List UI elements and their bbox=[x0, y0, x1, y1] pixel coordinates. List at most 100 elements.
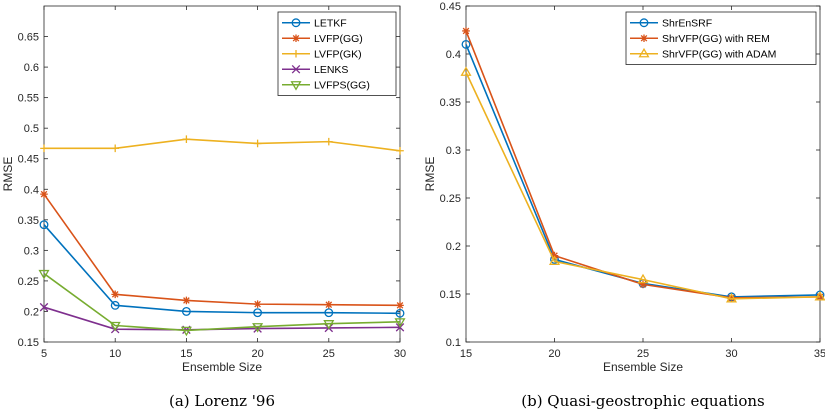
legend-label: LVFP(GG) bbox=[314, 33, 363, 45]
data-point bbox=[396, 301, 404, 310]
panel-lorenz96: 5 10 15 20 25 30 0.15 0.2 0.25 0.3 0.35 0.4 0.45 0.5 0… bbox=[1, 5, 406, 410]
legend-marker bbox=[638, 47, 650, 58]
data-point bbox=[325, 300, 333, 309]
data-point bbox=[110, 300, 120, 310]
x-axis-label: Ensemble Size bbox=[603, 360, 683, 374]
data-point bbox=[253, 300, 262, 308]
x-tick-label: 15 bbox=[180, 348, 192, 360]
legend: ShrEnSRF ShrVFP(GG) with REM ShrVFP(GG) wi… bbox=[625, 11, 817, 65]
x-tick-label: 20 bbox=[251, 348, 263, 360]
legend-marker bbox=[292, 49, 300, 58]
data-point bbox=[39, 302, 49, 312]
subfigure-caption: (a) Lorenz '96 bbox=[169, 392, 275, 410]
y-tick-label: 0.3 bbox=[24, 245, 39, 257]
x-tick-label: 25 bbox=[637, 348, 649, 360]
legend-marker bbox=[639, 18, 649, 28]
data-point bbox=[40, 144, 48, 153]
y-tick-label: 0.25 bbox=[18, 276, 39, 288]
y-tick-label: 0.45 bbox=[440, 1, 461, 13]
data-point bbox=[548, 255, 561, 266]
y-tick-label: 0.25 bbox=[440, 193, 461, 205]
legend-marker bbox=[291, 64, 301, 74]
data-point bbox=[39, 220, 49, 230]
y-tick-label: 0.45 bbox=[18, 154, 39, 166]
data-point bbox=[38, 269, 50, 280]
series-line bbox=[43, 193, 401, 307]
y-tick-label: 0.3 bbox=[446, 145, 461, 157]
series-line bbox=[44, 138, 401, 152]
x-tick-label: 30 bbox=[725, 348, 737, 360]
y-axis-label: RMSE bbox=[1, 157, 15, 192]
series-ShrVFP(GG) with ADAM bbox=[460, 66, 825, 303]
legend-label: LENKS bbox=[314, 64, 348, 76]
legend-label: ShrVFP(GG) with ADAM bbox=[662, 49, 776, 61]
series-line bbox=[43, 272, 401, 332]
data-point bbox=[252, 323, 264, 333]
series-line bbox=[465, 71, 821, 300]
series-LVFP(GK) bbox=[40, 135, 404, 155]
y-tick-label: 0.4 bbox=[24, 184, 39, 196]
data-point bbox=[182, 296, 191, 305]
x-tick-label: 20 bbox=[548, 348, 560, 360]
legend-label: LVFPS(GG) bbox=[314, 80, 370, 92]
data-point bbox=[109, 321, 121, 332]
x-tick-label: 10 bbox=[109, 348, 121, 360]
legend-label: ShrVFP(GG) with REM bbox=[662, 33, 770, 45]
series-LETKF bbox=[39, 220, 405, 318]
legend-label: LETKF bbox=[314, 18, 347, 30]
data-point bbox=[637, 273, 649, 284]
data-point bbox=[394, 318, 406, 328]
data-point bbox=[40, 190, 48, 198]
y-tick-label: 0.1 bbox=[446, 337, 461, 349]
series-LVFP(GG) bbox=[40, 190, 404, 310]
legend-marker bbox=[291, 18, 301, 28]
legend-label: ShrEnSRF bbox=[662, 18, 712, 30]
series-line bbox=[43, 224, 401, 315]
data-point bbox=[462, 27, 470, 35]
data-point bbox=[325, 137, 333, 146]
data-point bbox=[396, 146, 404, 155]
subfigure-caption: (b) Quasi-geostrophic equations bbox=[521, 392, 765, 410]
legend-marker bbox=[290, 81, 302, 91]
y-tick-label: 0.15 bbox=[18, 337, 39, 349]
x-tick-label: 25 bbox=[323, 348, 335, 360]
data-point bbox=[395, 308, 405, 318]
y-tick-label: 0.55 bbox=[18, 93, 39, 105]
data-point bbox=[111, 144, 119, 153]
y-tick-label: 0.65 bbox=[18, 32, 39, 44]
data-point bbox=[639, 280, 647, 289]
legend-marker bbox=[640, 34, 648, 43]
x-axis-label: Ensemble Size bbox=[182, 360, 262, 374]
y-tick-label: 0.35 bbox=[440, 97, 461, 109]
data-point bbox=[323, 320, 335, 330]
y-tick-label: 0.6 bbox=[24, 62, 39, 74]
data-point bbox=[725, 292, 738, 303]
series-LVFPS(GG) bbox=[38, 269, 406, 337]
legend-label: LVFP(GK) bbox=[314, 49, 362, 61]
x-tick-label: 30 bbox=[394, 348, 406, 360]
y-tick-label: 0.15 bbox=[440, 289, 461, 301]
legend-marker bbox=[292, 34, 300, 43]
y-tick-label: 0.4 bbox=[446, 49, 461, 61]
panel-quasi-geostrophic: 15 20 25 30 35 0.1 0.15 0.2 0.25 0.3 0.35 0.4 0.45 En… bbox=[423, 1, 825, 410]
y-axis-label: RMSE bbox=[423, 157, 437, 192]
data-point bbox=[180, 326, 192, 337]
data-point bbox=[111, 290, 119, 299]
x-tick-label: 35 bbox=[814, 348, 825, 360]
data-point bbox=[727, 294, 736, 302]
y-tick-label: 0.5 bbox=[24, 123, 39, 135]
x-tick-label: 15 bbox=[460, 348, 472, 360]
y-tick-label: 0.35 bbox=[18, 215, 39, 227]
data-point bbox=[182, 135, 191, 143]
legend: LETKF LVFP(GG) LVFP(GK) LENKS LVFPS(GG) bbox=[277, 11, 397, 96]
data-point bbox=[253, 139, 262, 148]
data-point bbox=[814, 290, 825, 301]
data-point bbox=[461, 39, 471, 49]
y-tick-label: 0.2 bbox=[24, 306, 39, 318]
data-point bbox=[181, 307, 191, 316]
data-point bbox=[253, 308, 263, 318]
y-tick-label: 0.2 bbox=[446, 241, 461, 253]
x-tick-label: 5 bbox=[41, 348, 47, 360]
data-point bbox=[324, 308, 334, 318]
